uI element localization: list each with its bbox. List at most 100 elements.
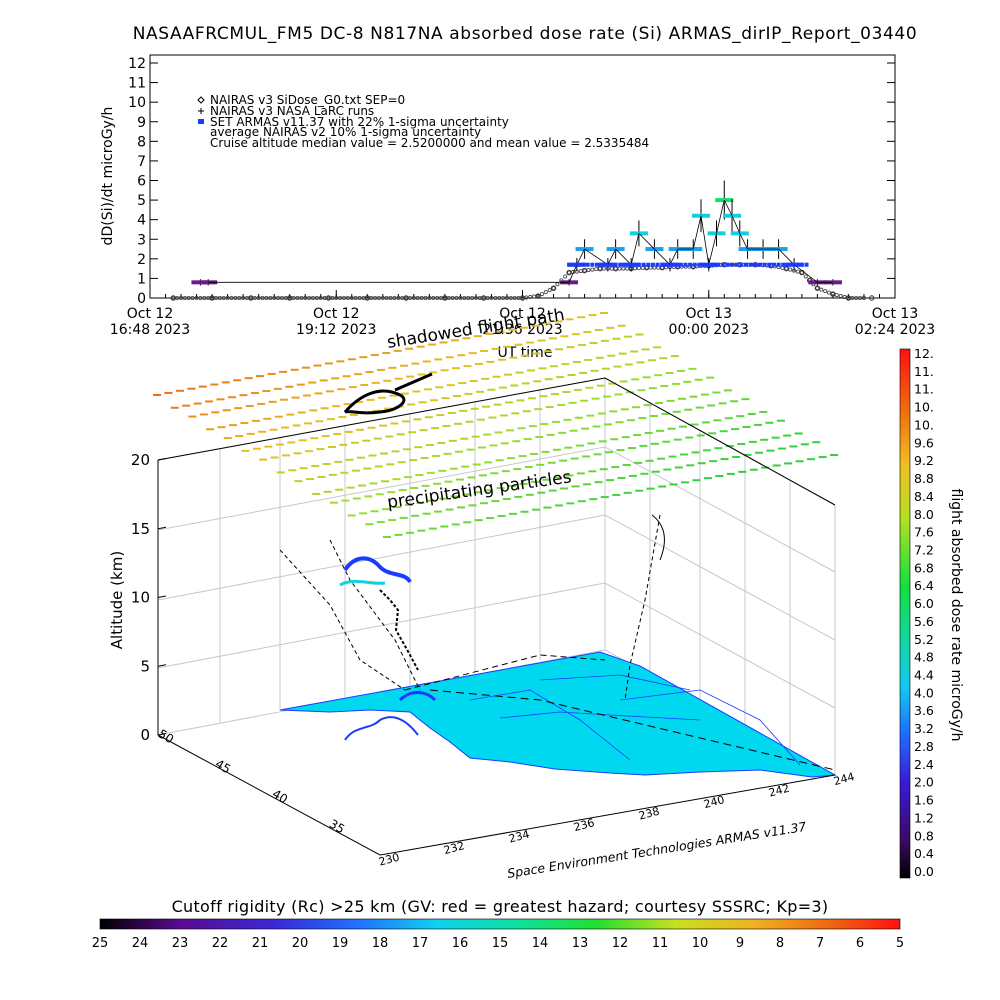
shadowed-flight-path <box>343 372 433 415</box>
nairas-point <box>636 266 641 271</box>
armas-connector <box>615 248 632 265</box>
nairas-point <box>830 292 835 297</box>
nairas-point <box>276 295 281 300</box>
rigidity-tick-label: 17 <box>412 936 429 951</box>
rigidity-tick-label: 6 <box>856 936 864 951</box>
armas-point <box>799 262 804 267</box>
x-tick-label: Oct 13 <box>686 306 732 322</box>
armas-connector <box>793 264 818 283</box>
nairas-point <box>179 295 184 300</box>
longitude-tick-label: 232 <box>442 839 466 857</box>
armas-point <box>776 262 781 267</box>
armas-connector <box>731 215 741 234</box>
rigidity-tick-label: 25 <box>92 936 109 951</box>
nairas-point <box>388 295 393 300</box>
nairas-point <box>481 295 486 300</box>
nairas-point <box>299 295 304 300</box>
armas-connector <box>700 215 710 265</box>
nairas-point <box>815 286 820 291</box>
dose-tick-label: 8.8 <box>914 471 934 486</box>
dose-tick-label: 3.6 <box>914 703 934 718</box>
armas-point <box>744 262 748 267</box>
nairas-point <box>345 295 350 300</box>
rigidity-tick-label: 11 <box>652 936 669 951</box>
nairas-point <box>252 295 257 300</box>
nairas-point <box>318 295 323 300</box>
nairas-point <box>384 295 389 300</box>
armas-point <box>581 262 586 267</box>
armas-point <box>720 262 725 267</box>
armas-point <box>646 262 651 267</box>
rigidity-colorbar-ticks: 25 24 23 22 21 20 19 18 17 16 15 14 13 12 11 10 9 8 7 6 5 <box>92 936 904 951</box>
armas-point <box>790 262 795 267</box>
armas-point <box>599 262 604 267</box>
nairas-point <box>322 295 327 300</box>
armas-point <box>702 262 707 267</box>
altitude-tick-label: 20 <box>131 451 150 469</box>
dose-tick-label: 0.0 <box>914 864 934 879</box>
armas-point <box>734 262 739 267</box>
armas-connector <box>654 248 671 265</box>
nairas-point <box>454 295 459 300</box>
nairas-point <box>858 295 863 300</box>
rigidity-tick-label: 20 <box>292 936 309 951</box>
nairas-point <box>497 295 502 300</box>
rigidity-colorbar-title: Cutoff rigidity (Rc) >25 km (GV: red = g… <box>172 897 829 916</box>
nairas-point <box>431 295 436 300</box>
y-tick-label: 7 <box>137 154 146 170</box>
nairas-point <box>237 295 242 300</box>
armas-point <box>683 262 688 267</box>
nairas-point <box>326 295 331 300</box>
nairas-point <box>190 295 195 300</box>
altitude-tick-mark <box>157 733 167 736</box>
nairas-point <box>314 295 319 300</box>
nairas-point <box>303 295 308 300</box>
dose-tick-label: 10. <box>914 400 934 415</box>
y-tick-label: 1 <box>137 271 146 287</box>
armas-connector <box>630 233 640 265</box>
nairas-point <box>819 287 824 292</box>
legend-entry-5: Cruise altitude median value = 2.5200000… <box>210 136 649 150</box>
coastline-island <box>344 716 419 741</box>
nairas-point <box>248 295 253 300</box>
y-tick-label: 8 <box>137 134 146 150</box>
nairas-point <box>458 295 463 300</box>
dose-tick-label: 11. <box>914 364 934 379</box>
dose-tick-label: 8.4 <box>914 489 934 504</box>
nairas-point <box>838 294 843 299</box>
nairas-point <box>795 269 800 274</box>
nairas-point <box>477 295 482 300</box>
rigidity-tick-label: 18 <box>372 936 389 951</box>
nairas-point <box>307 295 312 300</box>
nairas-point <box>524 295 529 300</box>
armas-point <box>730 262 735 267</box>
nairas-point <box>175 295 180 300</box>
nairas-point <box>225 295 230 300</box>
nairas-point <box>536 294 541 299</box>
latitude-tick-label: 50 <box>156 727 176 747</box>
nairas-point <box>850 295 855 300</box>
nairas-point <box>202 295 207 300</box>
armas-point <box>627 262 632 267</box>
nairas-point <box>485 295 490 300</box>
nairas-point <box>633 266 638 271</box>
nairas-point <box>543 290 548 295</box>
altitude-tick-label: 0 <box>140 726 150 744</box>
nairas-point <box>241 295 246 300</box>
nairas-point <box>334 295 339 300</box>
armas-point <box>595 262 599 267</box>
dose-tick-label: 7.6 <box>914 525 934 540</box>
dose-tick-label: 12. <box>914 346 934 361</box>
altitude-tick-label: 5 <box>140 657 150 675</box>
dose-tick-label: 4.0 <box>914 685 934 700</box>
nairas-point <box>601 266 606 271</box>
nairas-point <box>419 295 424 300</box>
nairas-point <box>842 295 847 300</box>
x-tick-label: Oct 13 <box>872 306 918 322</box>
nairas-point <box>578 269 583 274</box>
nairas-point <box>392 295 397 300</box>
armas-point <box>664 262 669 267</box>
nairas-point <box>640 265 645 270</box>
nairas-point <box>788 267 793 272</box>
rigidity-tick-label: 15 <box>492 936 509 951</box>
